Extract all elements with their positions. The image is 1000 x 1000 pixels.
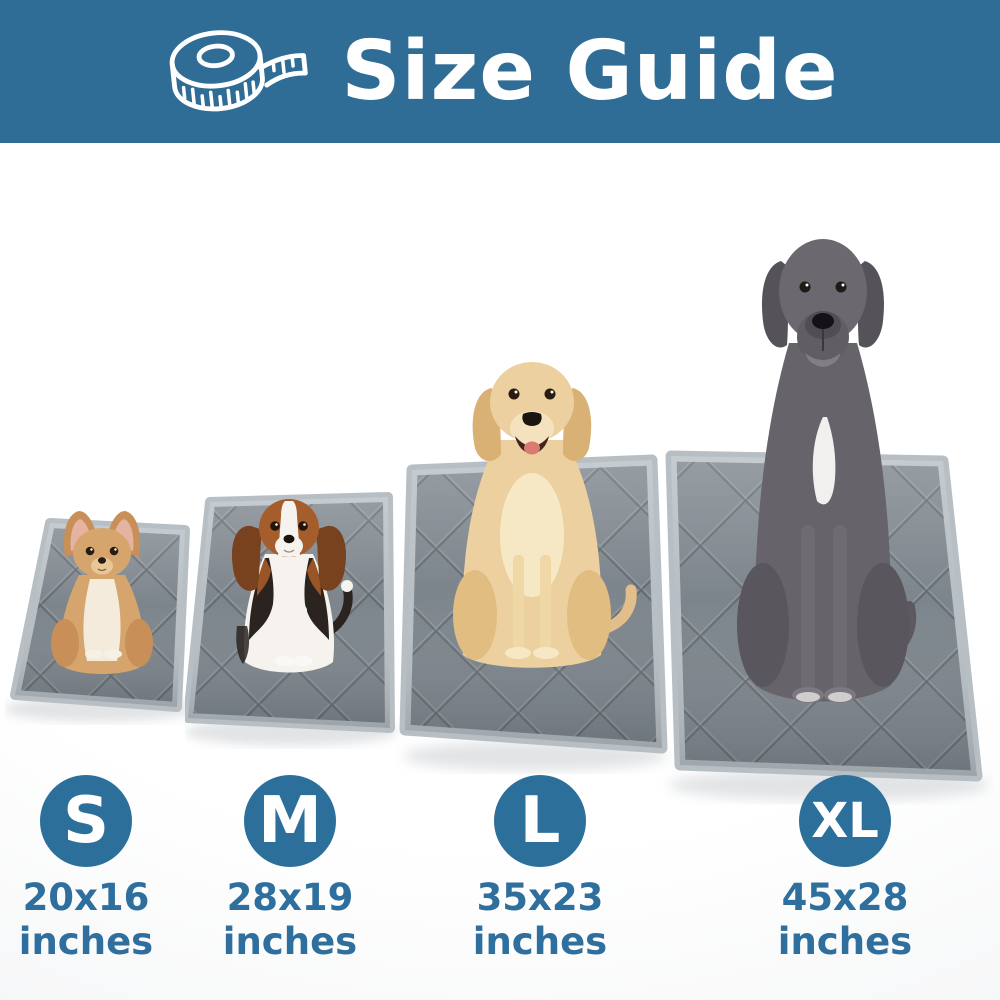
- size-dimensions-m: 28x19 inches: [175, 876, 405, 963]
- size-code: XL: [811, 793, 879, 849]
- labrador-illustration: [453, 362, 637, 668]
- size-badge-s: S: [40, 775, 132, 867]
- size-code: L: [519, 784, 561, 858]
- dimensions-value: 20x16: [22, 876, 150, 919]
- labrador-on-large-mat-photo: [399, 362, 668, 771]
- great-dane-illustration: [737, 239, 917, 703]
- header-banner: Size Guide: [0, 0, 1000, 143]
- size-dimensions-xl: 45x28 inches: [730, 876, 960, 963]
- dimensions-unit: inches: [222, 919, 358, 963]
- dimensions-value: 28x19: [226, 876, 354, 919]
- size-dimensions-s: 20x16 inches: [0, 876, 201, 963]
- dimensions-unit: inches: [472, 919, 608, 963]
- size-labels-row: S 20x16 inches M 28x19 inches L 35x23 in…: [0, 775, 1000, 975]
- size-option-l: L 35x23 inches: [425, 775, 655, 963]
- size-dimensions-l: 35x23 inches: [425, 876, 655, 963]
- beagle-illustration: [231, 499, 353, 673]
- dimensions-unit: inches: [777, 919, 913, 963]
- chihuahua-on-small-mat-photo: [5, 511, 196, 722]
- dimensions-value: 35x23: [476, 876, 604, 919]
- chihuahua-illustration: [51, 511, 153, 674]
- page-title: Size Guide: [341, 23, 839, 119]
- size-option-xl: XL 45x28 inches: [730, 775, 960, 963]
- dimensions-unit: inches: [18, 919, 154, 963]
- size-code: M: [258, 784, 322, 858]
- size-option-m: M 28x19 inches: [175, 775, 405, 963]
- size-badge-xl: XL: [799, 775, 891, 867]
- size-badge-l: L: [494, 775, 586, 867]
- size-option-s: S 20x16 inches: [0, 775, 201, 963]
- dog-size-comparison-scene: [0, 143, 1000, 803]
- size-badge-m: M: [244, 775, 336, 867]
- tape-measure-icon: [170, 30, 309, 112]
- great-dane-on-xl-mat-photo: [665, 239, 989, 801]
- beagle-on-medium-mat-photo: [185, 492, 397, 746]
- size-code: S: [62, 784, 110, 858]
- dimensions-value: 45x28: [781, 876, 909, 919]
